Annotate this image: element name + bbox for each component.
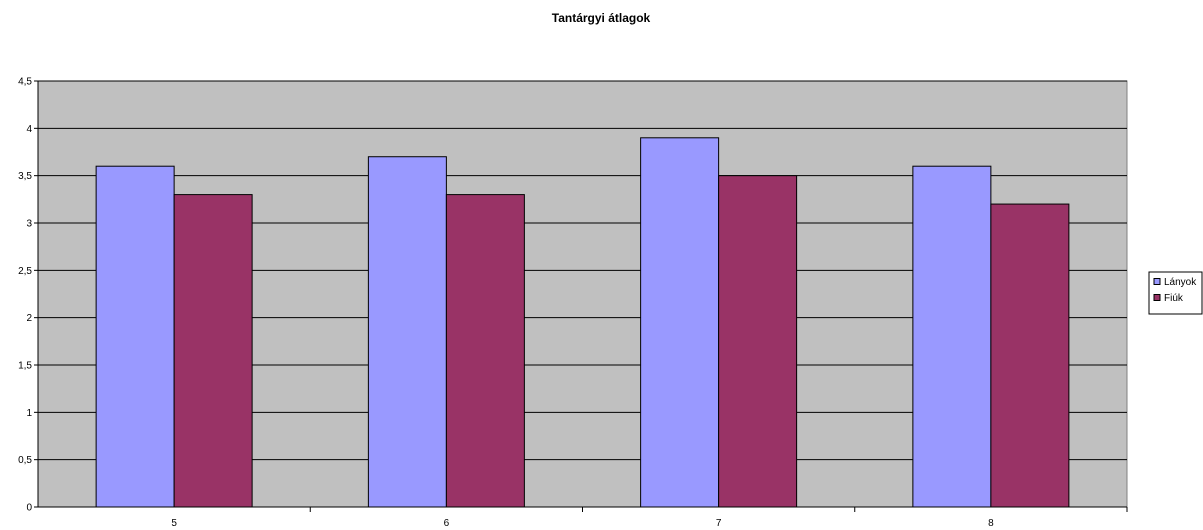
x-tick-label: 6 bbox=[444, 518, 450, 529]
bar-lanyok bbox=[912, 165, 992, 508]
y-tick-label: 0,5 bbox=[18, 455, 32, 466]
chart-title: Tantárgyi átlagok bbox=[552, 11, 651, 25]
bar-fiuk bbox=[173, 194, 253, 508]
legend-label: Lányok bbox=[1164, 277, 1197, 288]
y-tick-label: 4 bbox=[26, 124, 32, 135]
y-tick-label: 1,5 bbox=[18, 361, 32, 372]
y-tick-label: 3 bbox=[26, 219, 32, 230]
y-tick-label: 4,5 bbox=[18, 77, 32, 88]
y-tick-label: 0 bbox=[26, 503, 32, 514]
bar-fiuk bbox=[990, 203, 1070, 508]
legend: Lányok Fiúk bbox=[1148, 271, 1203, 315]
legend-swatch bbox=[1153, 278, 1161, 285]
plot-area: 0 0,5 1 1,5 2 2,5 3 3,5 4 4,5 5 6 7 8 bbox=[18, 77, 1128, 529]
x-tick-label: 8 bbox=[988, 518, 994, 529]
bar-fiuk bbox=[445, 194, 525, 508]
legend-label: Fiúk bbox=[1164, 293, 1184, 304]
bar-lanyok bbox=[95, 165, 175, 508]
y-tick-label: 1 bbox=[26, 408, 32, 419]
legend-swatch bbox=[1153, 294, 1161, 301]
y-tick-label: 2 bbox=[26, 313, 32, 324]
bar-lanyok bbox=[640, 137, 720, 508]
y-tick-label: 3,5 bbox=[18, 171, 32, 182]
bar-lanyok bbox=[367, 156, 447, 508]
bar-fiuk bbox=[718, 175, 798, 508]
y-tick-label: 2,5 bbox=[18, 266, 32, 277]
x-tick-label: 7 bbox=[716, 518, 722, 529]
x-tick-label: 5 bbox=[171, 518, 177, 529]
